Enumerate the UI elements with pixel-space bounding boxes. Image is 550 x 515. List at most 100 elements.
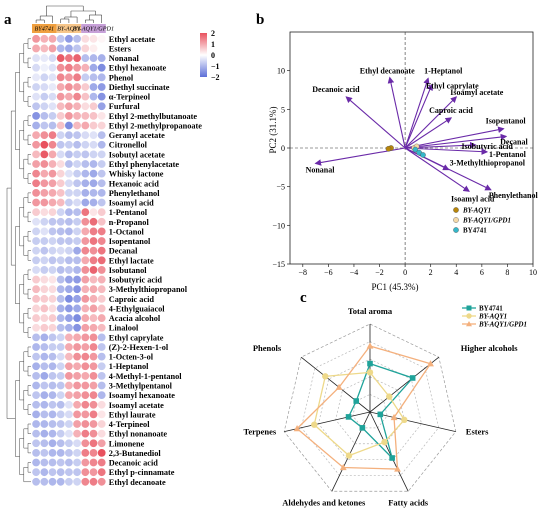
panel-label-a: a <box>4 12 12 28</box>
radar-marker <box>394 465 401 472</box>
row-label: Isobutyl acetate <box>109 150 165 159</box>
heatmap-cell <box>40 217 49 226</box>
heatmap-cell <box>32 439 40 448</box>
heatmap-cell <box>32 449 40 457</box>
heatmap-cell <box>32 217 40 226</box>
row-label: 1-Octanol <box>109 227 145 236</box>
heatmap-cell <box>97 314 106 322</box>
heatmap-cell <box>56 198 65 207</box>
heatmap-cell <box>81 343 90 351</box>
heatmap-cell <box>81 160 90 168</box>
heatmap-cell <box>89 44 98 53</box>
heatmap-cell <box>48 304 57 313</box>
heatmap-cell <box>32 54 40 62</box>
heatmap-cell <box>56 420 65 428</box>
heatmap-cell <box>89 34 98 43</box>
heatmap-cell <box>40 92 49 101</box>
row-label: Isoamyl hexanoate <box>109 391 175 400</box>
heatmap-cell <box>97 400 106 409</box>
row-label: Ethyl lactate <box>109 256 154 265</box>
heatmap-cell <box>89 468 98 477</box>
loading-vector <box>405 147 489 155</box>
heatmap-cell <box>56 102 65 111</box>
radar-category-label: Esters <box>466 427 489 437</box>
radar-grid <box>283 323 457 492</box>
heatmap-cell <box>73 131 81 140</box>
radar-category-label: Higher alcohols <box>461 343 518 353</box>
heatmap-cell <box>81 92 90 101</box>
row-label: Acacia alcohol <box>109 314 161 323</box>
heatmap-cell <box>73 381 81 390</box>
row-label: 1-Octen-3-ol <box>109 353 154 362</box>
y-tick-label: −15 <box>272 260 285 269</box>
row-label: Decanoic acid <box>109 459 158 468</box>
heatmap-cell <box>48 400 57 409</box>
heatmap-cell <box>32 275 40 284</box>
heatmap-cell <box>81 63 90 72</box>
heatmap-cell <box>97 410 106 419</box>
heatmap-cell <box>73 92 81 101</box>
radar-ring <box>300 341 440 476</box>
heatmap-cell <box>81 102 90 111</box>
heatmap-cell <box>48 160 57 168</box>
loading-vector-label: Decanoic acid <box>312 85 360 94</box>
y-tick-label: 5 <box>281 105 285 114</box>
heatmap-cell <box>40 391 49 400</box>
heatmap-cell <box>32 352 40 361</box>
row-dendrogram <box>6 38 31 483</box>
heatmap-cell <box>89 362 98 371</box>
radar-legend-label: BY-AQY1/GPD1 <box>478 321 527 329</box>
loading-vector-label: Isoamyl acetate <box>450 88 504 97</box>
loading-vector <box>387 76 406 149</box>
heatmap-cell <box>48 391 57 400</box>
loading-vector-label: Isoamyl acid <box>451 194 495 203</box>
heatmap-cell <box>73 246 81 255</box>
row-label: Limonene <box>109 439 145 448</box>
column-dendrogram <box>35 5 102 23</box>
heatmap-cell <box>56 256 65 265</box>
heatmap-cell <box>56 44 65 53</box>
heatmap-cell <box>32 420 40 428</box>
heatmap-cell <box>89 121 98 130</box>
heatmap-cell <box>40 266 49 274</box>
heatmap-cell <box>89 83 98 91</box>
heatmap-cell <box>73 237 81 245</box>
heatmap-cell <box>65 391 73 400</box>
heatmap-cell <box>65 477 73 486</box>
heatmap-cell <box>48 73 57 82</box>
row-label: Hexanoic acid <box>109 179 159 188</box>
radar-marker <box>367 360 373 367</box>
heatmap-cell <box>65 400 73 409</box>
heatmap-cell <box>89 246 98 255</box>
heatmap-cell <box>56 63 65 72</box>
heatmap-cell <box>32 458 40 467</box>
heatmap-cell <box>40 160 49 168</box>
heatmap-cell <box>65 169 73 178</box>
heatmap-cell <box>40 256 49 265</box>
row-label: Isopentanol <box>109 237 151 246</box>
radar-category-labels: Total aroma Higher alcohols Esters Fatty ac… <box>243 306 518 507</box>
heatmap-cell <box>65 352 73 361</box>
heatmap-cell <box>32 246 40 255</box>
heatmap-cell <box>81 131 90 140</box>
heatmap-cell <box>97 179 106 188</box>
x-tick-label: 10 <box>529 268 537 277</box>
radar-category-label: Phenols <box>253 343 282 353</box>
colorbar-tick-label: 1 <box>211 40 215 49</box>
heatmap-cell <box>65 343 73 351</box>
row-label: Furfural <box>109 102 141 111</box>
heatmap-cell <box>97 449 106 457</box>
heatmap-cell <box>73 477 81 486</box>
column-group-label: BY4741 <box>34 26 54 33</box>
heatmap-cell <box>73 73 81 82</box>
row-label: (Z)-2-Hexen-1-ol <box>109 343 169 352</box>
heatmap-cell <box>40 420 49 428</box>
heatmap-cell <box>81 188 90 197</box>
row-label: Isoamyl acid <box>109 199 154 208</box>
heatmap-cell <box>40 429 49 438</box>
x-tick-label: 4 <box>454 268 458 277</box>
heatmap-cell <box>89 237 98 245</box>
heatmap-cell <box>48 420 57 428</box>
